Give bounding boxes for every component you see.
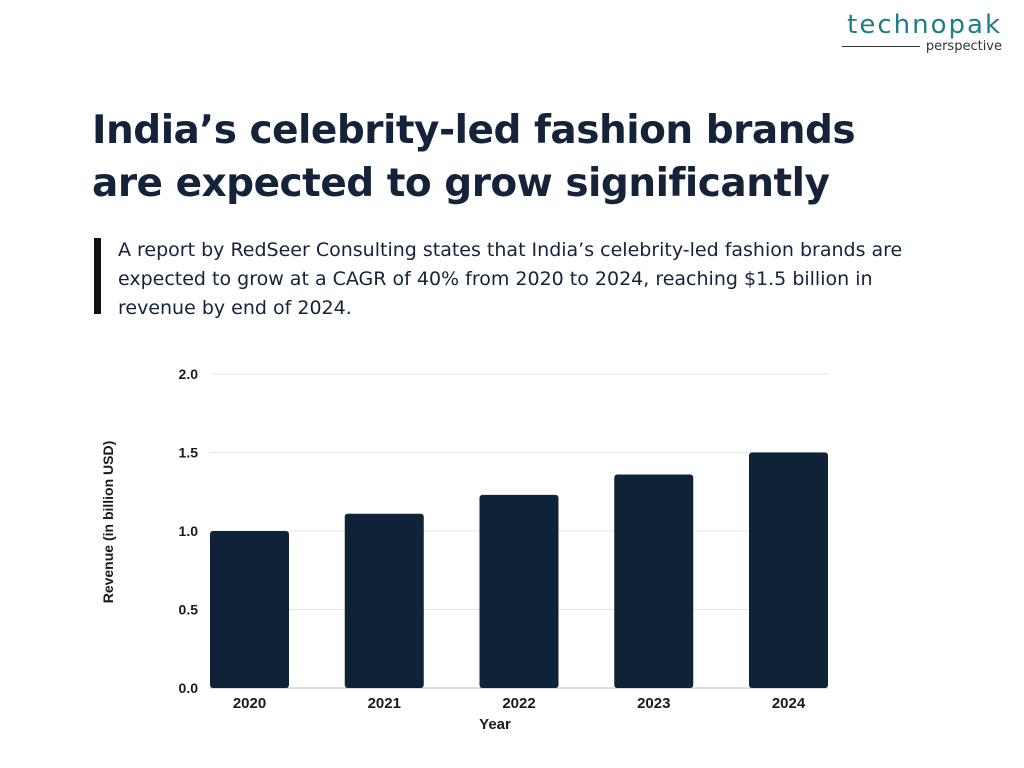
bar-2021 xyxy=(344,513,424,688)
logo-divider xyxy=(842,46,920,47)
bars xyxy=(210,452,828,688)
logo: technopak perspective xyxy=(842,10,1002,54)
logo-tagline: perspective xyxy=(925,39,1002,54)
x-tick-label: 2022 xyxy=(502,695,535,712)
bar-2020 xyxy=(210,531,289,688)
x-axis-label: Year xyxy=(479,716,511,733)
x-tick-label: 2024 xyxy=(772,695,806,712)
y-axis-label: Revenue (in billion USD) xyxy=(100,441,116,604)
x-tick-label: 2021 xyxy=(368,695,401,712)
y-tick-label: 1.0 xyxy=(179,523,199,539)
y-tick-label: 0.5 xyxy=(179,602,199,618)
y-tick-label: 1.5 xyxy=(179,445,199,461)
x-tick-label: 2020 xyxy=(233,695,266,712)
y-tick-labels: 0.0 0.5 1.0 1.5 2.0 xyxy=(179,366,199,696)
x-tick-labels: 2020 2021 2022 2023 2024 xyxy=(233,695,806,712)
y-tick-label: 0.0 xyxy=(179,680,199,696)
bar-2023 xyxy=(614,474,694,688)
logo-wordmark: technopak xyxy=(847,10,1002,40)
page-title: India’s celebrity-led fashion brands are… xyxy=(92,108,856,206)
description-text: A report by RedSeer Consulting states th… xyxy=(118,239,903,319)
x-tick-label: 2023 xyxy=(637,695,670,712)
bar-2022 xyxy=(479,494,559,688)
bar-2024 xyxy=(749,452,828,688)
y-tick-label: 2.0 xyxy=(179,366,199,382)
quote-bar xyxy=(94,238,101,314)
